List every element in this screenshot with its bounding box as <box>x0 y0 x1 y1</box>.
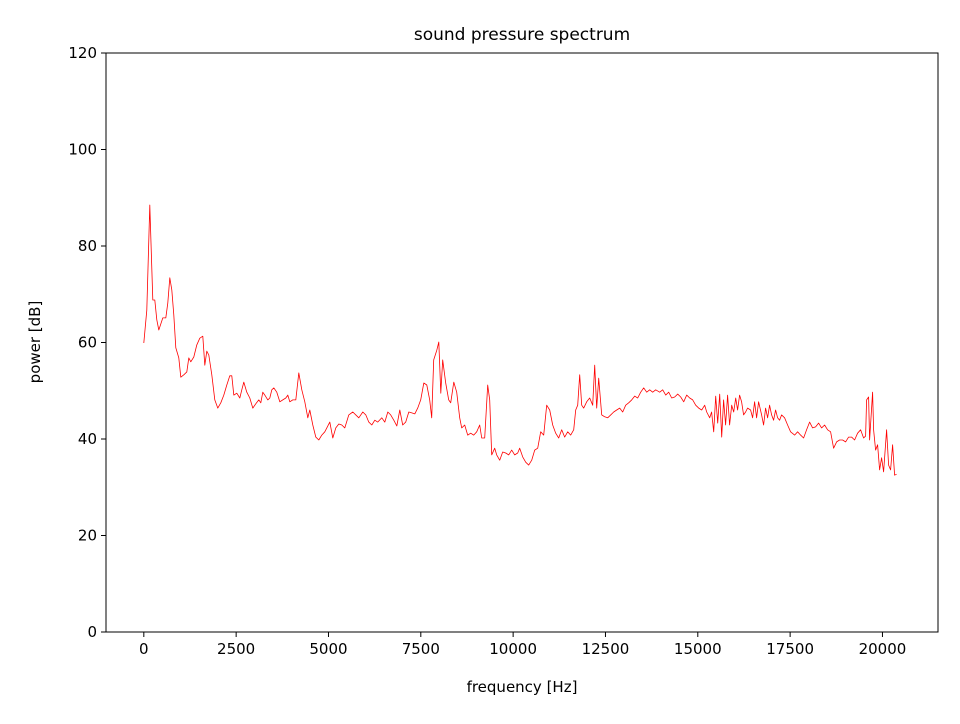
spectrum-line <box>143 204 897 476</box>
y-tick-label: 40 <box>78 430 97 448</box>
x-tick-label: 20000 <box>859 640 907 658</box>
x-axis-ticks: 0 2500 5000 7500 10000 12500 15000 17500 20000 <box>139 632 906 658</box>
y-tick-label: 120 <box>68 44 97 62</box>
axes-frame <box>105 52 939 633</box>
y-tick-label: 80 <box>78 237 97 255</box>
y-axis-ticks: 0 20 40 60 80 100 120 <box>68 44 106 641</box>
x-axis-label: frequency [Hz] <box>467 678 578 696</box>
x-tick-label: 2500 <box>217 640 255 658</box>
x-tick-label: 0 <box>139 640 149 658</box>
y-tick-label: 20 <box>78 527 97 545</box>
y-tick-label: 0 <box>87 623 97 641</box>
chart-title: sound pressure spectrum <box>414 25 630 45</box>
y-axis-label: power [dB] <box>26 301 44 384</box>
x-tick-label: 15000 <box>674 640 722 658</box>
x-tick-label: 17500 <box>766 640 814 658</box>
plot-area <box>143 204 897 476</box>
x-tick-label: 5000 <box>309 640 347 658</box>
y-tick-label: 60 <box>78 334 97 352</box>
x-tick-label: 7500 <box>402 640 440 658</box>
y-tick-label: 100 <box>68 141 97 159</box>
x-tick-label: 10000 <box>489 640 537 658</box>
x-tick-label: 12500 <box>582 640 630 658</box>
